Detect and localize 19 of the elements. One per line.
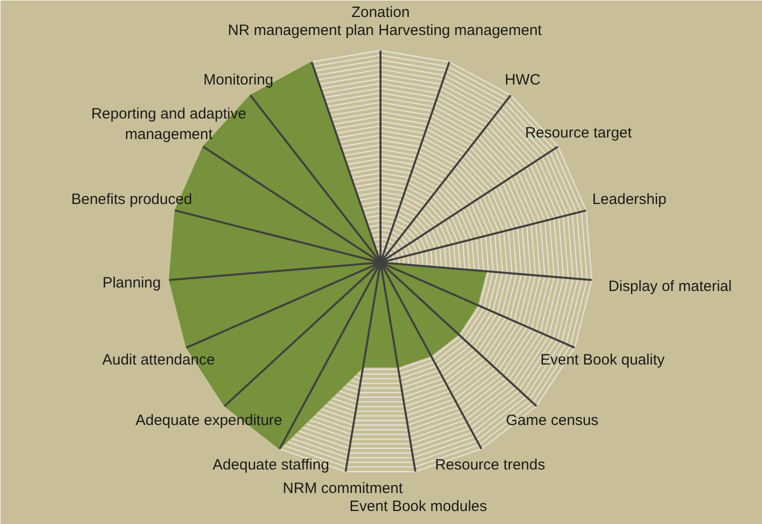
spoke-label: Zonation <box>351 4 410 21</box>
spoke-label: Game census <box>506 412 598 429</box>
spoke-label: Resource trends <box>435 456 546 474</box>
spoke-label: Benefits produced <box>71 190 192 208</box>
spoke-label: Leadership <box>592 190 666 208</box>
spoke-label: Event Book quality <box>540 351 666 368</box>
spoke-label: Harvesting management <box>378 22 543 39</box>
spoke-label: Planning <box>102 274 161 292</box>
spoke-label: NRM commitment <box>282 480 404 497</box>
spoke-label: NR management plan <box>228 22 374 39</box>
spoke-label: Event Book modules <box>349 498 487 515</box>
spoke-label: Audit attendance <box>102 351 215 368</box>
spoke-label: Resource target <box>525 124 633 142</box>
spoke-label: Reporting and adaptive management <box>91 105 246 143</box>
spoke-label: Display of material <box>608 278 732 295</box>
spoke-label: Adequate staffing <box>212 456 330 474</box>
spoke-label: Monitoring <box>203 71 274 88</box>
spoke-label: Adequate expenditure <box>135 412 282 429</box>
spoke-label: HWC <box>504 71 541 88</box>
